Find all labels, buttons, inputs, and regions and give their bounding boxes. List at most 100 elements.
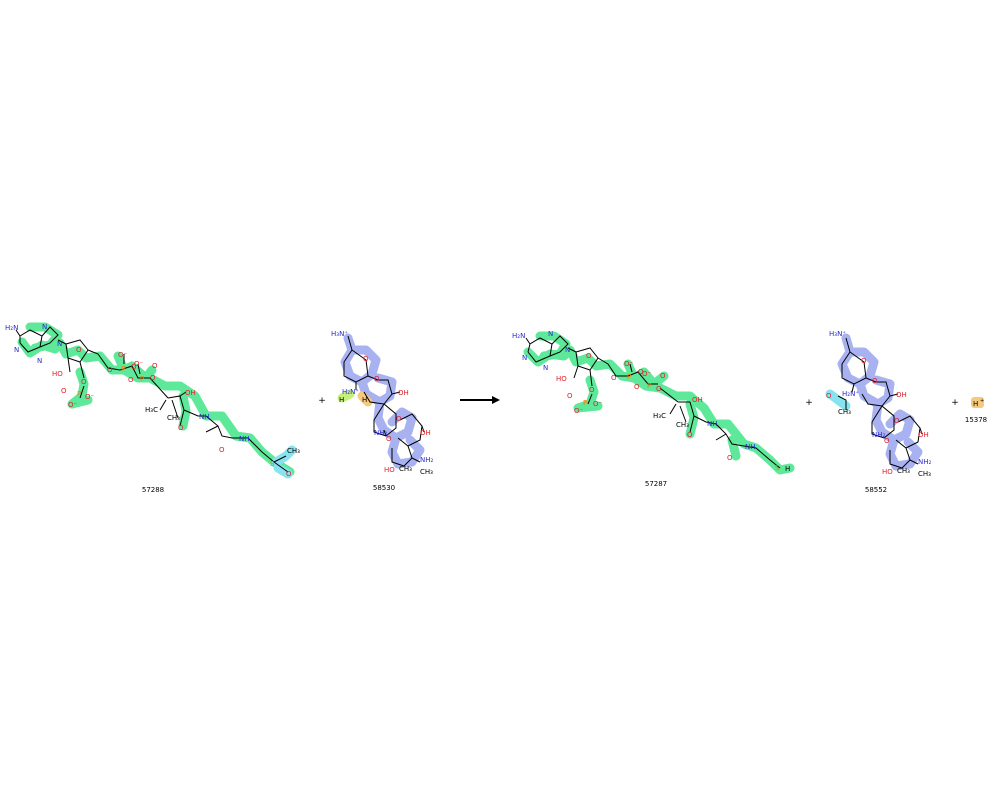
proton-highlight — [971, 397, 984, 408]
atom-label: CH₃ — [838, 408, 851, 416]
atom-label: H — [785, 465, 790, 473]
plus-sign: + — [805, 398, 813, 408]
plus-sign: + — [951, 398, 959, 408]
atom-label: CH₃ — [676, 421, 689, 429]
atom-label: HO — [384, 466, 395, 474]
atom-label: N — [548, 330, 553, 338]
structure-bonds — [343, 335, 425, 467]
atom-label: NH — [707, 420, 718, 428]
atom-label: NH₂ — [872, 431, 886, 439]
atom-label: P — [583, 399, 587, 407]
atom-label: O — [178, 424, 184, 432]
atom-label: CH₃ — [167, 414, 180, 422]
compound-id-label: 15378 — [965, 416, 987, 424]
atom-label: N — [37, 357, 42, 365]
atom-label: O — [634, 383, 640, 391]
proton-symbol: H — [973, 400, 978, 408]
atom-label: O — [386, 435, 392, 443]
atom-label: H₂N⁺ — [342, 388, 359, 396]
atom-label: O — [374, 375, 380, 383]
atom-label: OH — [398, 389, 409, 397]
atom-label: H — [362, 396, 367, 404]
atom-label: HO — [882, 468, 893, 476]
atom-label: P — [77, 390, 81, 398]
atom-label: O — [611, 374, 617, 382]
atom-label: H₃C — [145, 406, 158, 414]
atom-label: OH — [185, 389, 196, 397]
atom-label: CH₃ — [287, 447, 300, 455]
atom-label: OH — [420, 429, 431, 437]
atom-label: O — [884, 437, 890, 445]
atom-label: N — [57, 340, 62, 348]
atom-label: O⁻ — [642, 370, 652, 378]
atom-label: O⁻ — [593, 400, 603, 408]
atom-label: O — [128, 376, 134, 384]
atom-label: H — [339, 396, 344, 404]
structure-atom-labels: H₂N N N N N O HO O P O O⁻ O⁻ O O⁻ P O O … — [5, 323, 300, 478]
atom-label: O — [826, 392, 832, 400]
atom-label: O⁻ — [134, 360, 144, 368]
atom-label: O — [656, 385, 662, 393]
atom-label: O — [861, 357, 867, 365]
atom-label: OH — [918, 431, 929, 439]
compound-id-label: 57288 — [142, 486, 164, 494]
atom-label: OH — [692, 396, 703, 404]
compound-15378: H + 15378 — [965, 397, 987, 424]
compound-id-label: 57287 — [645, 480, 667, 488]
structure-atom-labels: H₃N⁺ O O H₂N⁺ H H OH O OH NH₂ O NH₂ HO C… — [331, 330, 434, 476]
atom-label: HO — [556, 375, 567, 383]
atom-label: O⁻ — [118, 351, 128, 359]
atom-label: NH₂ — [374, 429, 388, 437]
atom-label: HO — [52, 370, 63, 378]
atom-label: O — [150, 374, 156, 382]
atom-label: O — [687, 431, 693, 439]
atom-label: S — [270, 460, 275, 468]
compound-57288: H₂N N N N N O HO O P O O⁻ O⁻ O O⁻ P O O … — [5, 322, 300, 494]
atom-label: O — [660, 372, 666, 380]
atom-label: N — [14, 346, 19, 354]
atom-label: O — [81, 378, 87, 386]
atom-label: H₃N⁺ — [331, 330, 348, 338]
atom-label: NH — [745, 443, 756, 451]
atom-label: O⁻ — [68, 401, 78, 409]
structure-bonds — [525, 335, 781, 469]
atom-label: N — [42, 323, 47, 331]
structure-bonds — [837, 337, 923, 469]
atom-label: NH₂ — [918, 458, 932, 466]
atom-label: N — [565, 346, 570, 354]
atom-label: O — [286, 470, 292, 478]
structure-highlight — [17, 322, 297, 479]
atom-label: O — [107, 366, 113, 374]
atom-label: O — [61, 387, 67, 395]
atom-label: NH — [199, 413, 210, 421]
atom-label: O⁻ — [574, 407, 584, 415]
compound-58530: H₃N⁺ O O H₂N⁺ H H OH O OH NH₂ O NH₂ HO C… — [331, 330, 434, 492]
atom-label: H₂N⁺ — [842, 390, 859, 398]
compound-58552: H₃N⁺ O O H₂N⁺ O CH₃ OH O OH NH₂ O NH₂ HO… — [825, 330, 932, 494]
atom-label: P — [140, 375, 144, 383]
atom-label: O — [567, 392, 573, 400]
plus-sign: + — [318, 396, 326, 406]
atom-label: O — [219, 446, 225, 454]
atom-label: O — [396, 415, 402, 423]
atom-label: NH₂ — [420, 456, 434, 464]
atom-label: S — [775, 464, 780, 472]
atom-label: O — [152, 362, 158, 370]
atom-label: N — [522, 354, 527, 362]
atom-label: N — [543, 364, 548, 372]
reaction-arrow — [460, 396, 500, 404]
atom-label: H₃N⁺ — [829, 330, 846, 338]
atom-label: H₃C — [653, 412, 666, 420]
proton-charge: + — [980, 398, 984, 404]
atom-label: O — [586, 352, 592, 360]
atom-label: O — [638, 368, 644, 376]
atom-label: O — [363, 355, 369, 363]
atom-label: O — [131, 363, 137, 371]
atom-label: H₂N — [5, 324, 18, 332]
compound-id-label: 58530 — [373, 484, 395, 492]
atom-label: H₂N — [512, 332, 525, 340]
structure-atom-labels: H₃N⁺ O O H₂N⁺ O CH₃ OH O OH NH₂ O NH₂ HO… — [826, 330, 932, 478]
atom-label: OH — [896, 391, 907, 399]
atom-label: O — [589, 386, 595, 394]
